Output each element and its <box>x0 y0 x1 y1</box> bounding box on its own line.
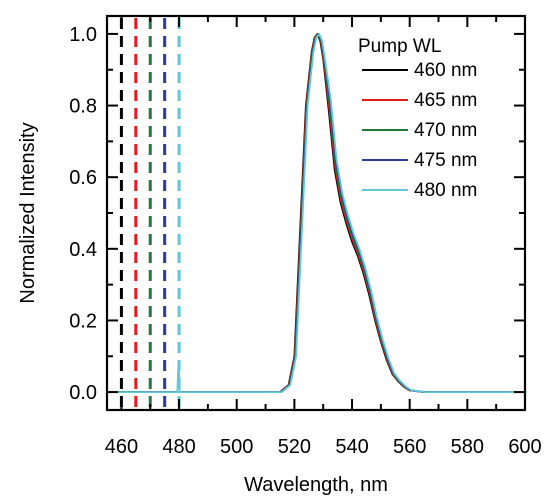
x-tick-label: 580 <box>451 436 484 458</box>
series-line-4 <box>108 33 527 393</box>
series-line-5 <box>108 33 527 393</box>
legend-label-5: 480 nm <box>414 180 477 201</box>
y-axis-label: Normalized Intensity <box>17 122 39 303</box>
legend-label-2: 465 nm <box>414 90 477 111</box>
series-line-3 <box>107 33 526 393</box>
x-tick-label: 560 <box>393 436 426 458</box>
emission-curves-layer <box>107 33 527 393</box>
y-tick-label: 0.6 <box>69 167 97 189</box>
x-tick-label: 520 <box>278 436 311 458</box>
series-line-1 <box>107 33 525 393</box>
y-tick-label: 0.2 <box>69 310 97 332</box>
x-tick-label: 600 <box>508 436 541 458</box>
legend-title: Pump WL <box>358 36 441 57</box>
legend-label-3: 470 nm <box>414 120 477 141</box>
ticks-layer <box>107 16 526 410</box>
series-line-2 <box>107 33 526 393</box>
y-tick-label: 1.0 <box>69 24 97 46</box>
pump-lines-layer <box>119 18 181 408</box>
legend-label-1: 460 nm <box>414 60 477 81</box>
legend: Pump WL 460 nm 465 nm 470 nm 475 nm 480 nm <box>358 36 477 201</box>
pump-scatter-peak <box>176 359 181 393</box>
y-tick-label: 0.0 <box>69 382 97 404</box>
x-tick-label: 500 <box>220 436 253 458</box>
tick-labels-layer: 460 480 500 520 540 560 580 600 0.0 0.2 0.4 0.6 0.8 1… <box>69 24 542 458</box>
y-tick-label: 0.8 <box>69 96 97 118</box>
x-tick-label: 540 <box>335 436 368 458</box>
legend-label-4: 475 nm <box>414 150 477 171</box>
y-tick-label: 0.4 <box>69 239 97 261</box>
x-tick-label: 460 <box>105 436 138 458</box>
x-axis-label: Wavelength, nm <box>244 474 388 496</box>
x-tick-label: 480 <box>162 436 195 458</box>
